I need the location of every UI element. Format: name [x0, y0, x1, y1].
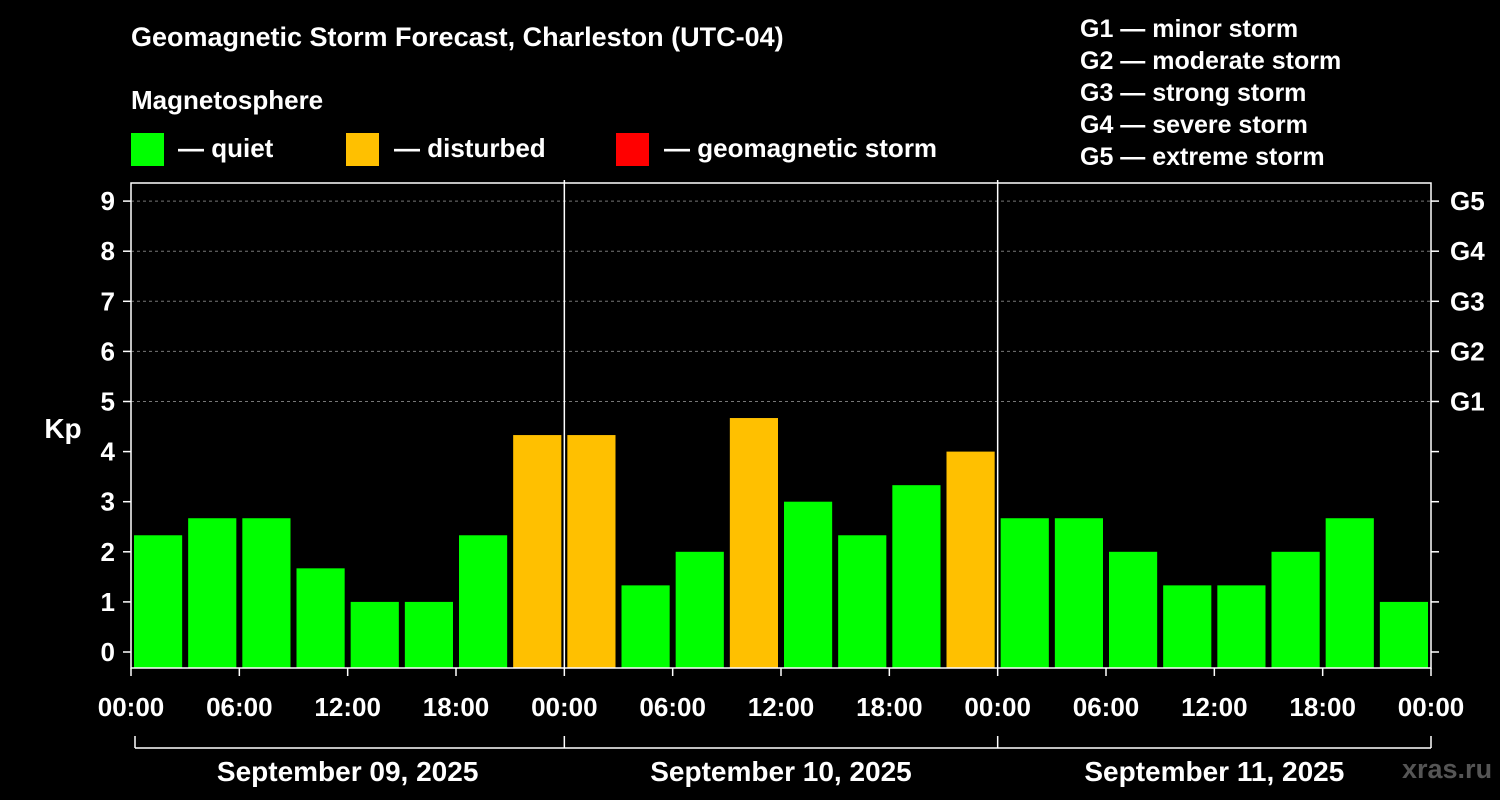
kp-bar [729, 418, 778, 668]
y-tick-label: 5 [101, 387, 115, 417]
legend-swatch-storm [616, 133, 649, 166]
day-label: September 09, 2025 [217, 756, 479, 787]
y-tick-label: 4 [101, 437, 116, 467]
kp-bar [946, 451, 995, 668]
legend-label-storm: — geomagnetic storm [664, 133, 938, 163]
x-tick-label: 00:00 [964, 692, 1031, 722]
kp-bar [134, 535, 183, 668]
x-tick-label: 12:00 [1181, 692, 1248, 722]
y-tick-label: 2 [101, 537, 115, 567]
kp-bar [675, 551, 724, 668]
legend-label-quiet: — quiet [178, 133, 274, 163]
kp-bar [1325, 518, 1374, 668]
x-tick-label: 06:00 [1073, 692, 1140, 722]
y-tick-label: 9 [101, 186, 115, 216]
y-tick-label: 1 [101, 587, 115, 617]
bar-group [134, 418, 1482, 668]
x-tick-label: 00:00 [531, 692, 598, 722]
kp-bar [513, 435, 562, 668]
g-scale-label: G4 [1450, 236, 1485, 266]
kp-bar [242, 518, 291, 668]
legend-heading: Magnetosphere [131, 85, 324, 115]
watermark: xras.ru [1402, 754, 1493, 784]
kp-bar [1109, 551, 1158, 668]
kp-bar [1379, 601, 1428, 668]
kp-bar [892, 485, 941, 668]
y-tick-label: 0 [101, 637, 115, 667]
storm-scale-g3: G3 — strong storm [1080, 79, 1307, 107]
kp-bar [459, 535, 508, 668]
kp-bar [188, 518, 237, 668]
kp-bar [1434, 518, 1482, 668]
g-scale-label: G1 [1450, 387, 1485, 417]
x-tick-label: 00:00 [98, 692, 165, 722]
y-tick-label: 8 [101, 236, 115, 266]
chart-title: Geomagnetic Storm Forecast, Charleston (… [131, 22, 784, 52]
kp-bar [1163, 585, 1212, 668]
storm-scale-g4: G4 — severe storm [1080, 111, 1308, 139]
x-tick-label: 12:00 [748, 692, 815, 722]
x-tick-label: 06:00 [206, 692, 273, 722]
g-scale-label: G5 [1450, 186, 1485, 216]
legend-swatch-disturbed [346, 133, 379, 166]
kp-bar [1054, 518, 1103, 668]
kp-bar [838, 535, 887, 668]
y-tick-label: 6 [101, 336, 115, 366]
x-tick-label: 00:00 [1398, 692, 1465, 722]
x-tick-label: 18:00 [423, 692, 490, 722]
legend-label-disturbed: — disturbed [394, 133, 546, 163]
kp-bar [404, 601, 453, 668]
y-tick-label: 3 [101, 487, 115, 517]
x-tick-label: 18:00 [856, 692, 923, 722]
y-tick-label: 7 [101, 286, 115, 316]
x-tick-label: 18:00 [1289, 692, 1356, 722]
g-scale-label: G2 [1450, 336, 1485, 366]
kp-bar [1217, 585, 1266, 668]
legend-swatch-quiet [131, 133, 164, 166]
day-label: September 10, 2025 [650, 756, 912, 787]
kp-bar [296, 568, 345, 668]
storm-scale-g1: G1 — minor storm [1080, 15, 1299, 43]
day-label: September 11, 2025 [1084, 756, 1344, 787]
kp-bar [621, 585, 670, 668]
storm-scale-g2: G2 — moderate storm [1080, 47, 1342, 75]
kp-bar [784, 501, 833, 668]
kp-bar [1000, 518, 1049, 668]
storm-scale-g5: G5 — extreme storm [1080, 143, 1325, 171]
y-axis-label: Kp [44, 413, 81, 444]
x-tick-label: 12:00 [314, 692, 381, 722]
kp-bar [567, 435, 616, 668]
x-tick-label: 06:00 [639, 692, 706, 722]
kp-bar [350, 601, 399, 668]
g-scale-label: G3 [1450, 286, 1485, 316]
kp-bar [1271, 551, 1320, 668]
